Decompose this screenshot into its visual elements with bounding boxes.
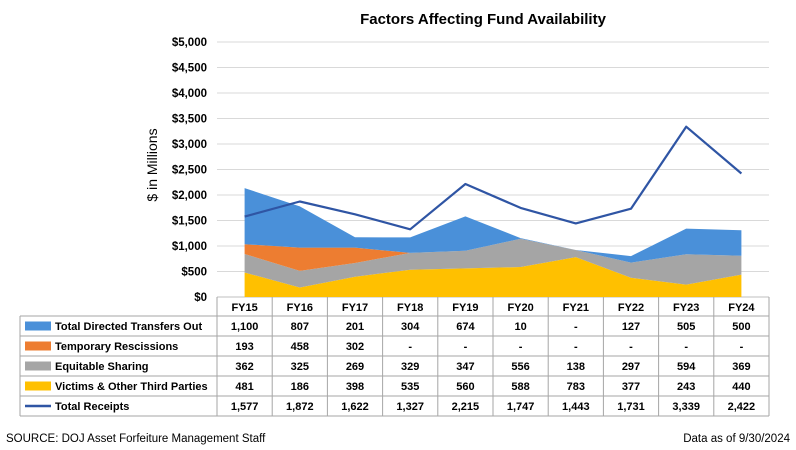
data-label: - [408,341,412,353]
data-label: 1,747 [507,401,535,413]
data-label: - [464,341,468,353]
area-total-directed-transfers-out [244,188,742,263]
y-tick-label: $1,000 [172,241,207,253]
data-label: - [574,321,578,333]
source-note: SOURCE: DOJ Asset Forfeiture Management … [6,433,266,445]
legend-swatch [25,361,51,371]
chart-title: Factors Affecting Fund Availability [360,11,607,28]
data-label: 398 [346,381,364,393]
data-label: 1,100 [231,321,259,333]
area-temporary-rescissions [244,238,742,271]
data-label: 3,339 [672,401,700,413]
x-category-label: FY23 [673,302,699,314]
data-label: 458 [291,341,309,353]
y-tick-label: $500 [181,267,207,279]
x-category-label: FY17 [342,302,368,314]
legend-swatch [25,341,51,351]
y-tick-label: $5,000 [172,37,207,49]
legend-label: Temporary Rescissions [55,341,178,353]
area-victims-other-third-parties [244,257,742,297]
data-label: 2,215 [452,401,480,413]
x-category-label: FY24 [728,302,755,314]
x-category-label: FY20 [507,302,533,314]
data-label: 369 [732,361,750,373]
data-label: 362 [235,361,253,373]
x-category-label: FY22 [618,302,644,314]
data-label: 325 [291,361,309,373]
y-tick-label: $4,500 [172,63,207,75]
data-label: 807 [291,321,309,333]
data-label: 481 [235,381,253,393]
data-label: - [684,341,688,353]
y-tick-label: $1,500 [172,216,207,228]
data-label: 556 [511,361,529,373]
line-total-receipts [244,125,743,231]
data-label: 594 [677,361,696,373]
data-label: 1,577 [231,401,259,413]
data-label: 783 [567,381,585,393]
legend-swatch [25,381,51,391]
data-label: 138 [567,361,585,373]
data-label: 1,731 [617,401,645,413]
x-category-label: FY21 [563,302,589,314]
data-label: 269 [346,361,364,373]
data-label: 535 [401,381,419,393]
x-category-label: FY16 [287,302,313,314]
legend-label: Equitable Sharing [55,361,149,373]
data-label: 304 [401,321,420,333]
data-label: 347 [456,361,474,373]
y-tick-label: $3,500 [172,114,207,126]
as-of-note: Data as of 9/30/2024 [683,433,790,445]
data-label: 329 [401,361,419,373]
legend-label: Victims & Other Third Parties [55,381,208,393]
area-equitable-sharing [244,238,742,288]
data-label: 505 [677,321,695,333]
y-axis-label: $ in Millions [144,128,160,201]
data-label: 588 [511,381,529,393]
data-label: 193 [235,341,253,353]
data-label: - [740,341,744,353]
data-label: 1,872 [286,401,314,413]
data-label: - [519,341,523,353]
legend-label: Total Directed Transfers Out [55,321,202,333]
data-label: 560 [456,381,474,393]
legend-label: Total Receipts [55,401,129,413]
data-label: 2,422 [728,401,756,413]
data-label: 243 [677,381,695,393]
data-label: 1,622 [341,401,369,413]
data-label: 674 [456,321,475,333]
data-label: 377 [622,381,640,393]
x-category-label: FY18 [397,302,423,314]
y-tick-label: $2,500 [172,165,207,177]
data-label: 201 [346,321,364,333]
y-tick-label: $3,000 [172,139,207,151]
data-label: 297 [622,361,640,373]
y-tick-label: $0 [194,292,207,304]
x-category-label: FY19 [452,302,478,314]
data-label: 127 [622,321,640,333]
data-label: 302 [346,341,364,353]
data-label: 440 [732,381,750,393]
data-label: 1,327 [396,401,424,413]
data-label: 10 [514,321,526,333]
data-label: 186 [291,381,309,393]
data-label: - [574,341,578,353]
data-label: 500 [732,321,750,333]
data-label: - [629,341,633,353]
x-category-label: FY15 [231,302,257,314]
data-label: 1,443 [562,401,590,413]
legend-swatch [25,321,51,331]
y-tick-label: $2,000 [172,190,207,202]
y-tick-label: $4,000 [172,88,207,100]
